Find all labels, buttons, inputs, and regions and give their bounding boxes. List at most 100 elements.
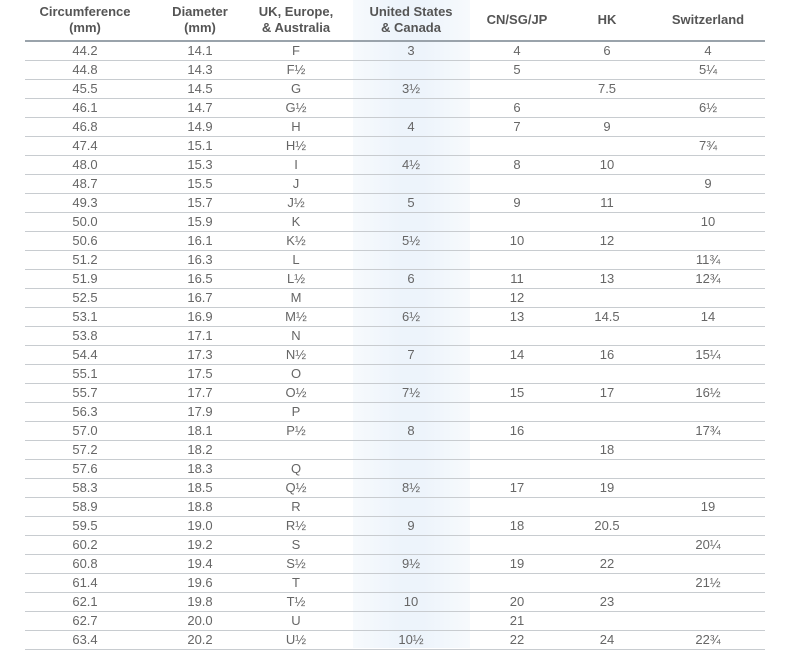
header-cn-sg-jp: CN/SG/JP [486, 12, 548, 27]
cell-uk-europe-australia: Q½ [285, 480, 307, 495]
cell-circumference: 44.8 [72, 62, 98, 77]
cell-diameter: 16.9 [187, 309, 213, 324]
cell-diameter: 14.7 [187, 100, 213, 115]
cell-hk: 11 [600, 195, 614, 210]
ring-size-table: 44.2 14.1 F 3 4 6 4 44.8 14.3 F½ 5 5¼ 45.5 14.5 G 3½ 7.5… [25, 42, 765, 650]
cell-diameter: 17.5 [187, 366, 213, 381]
cell-uk-europe-australia: H½ [285, 138, 307, 153]
cell-circumference: 60.2 [72, 537, 98, 552]
cell-circumference: 46.1 [72, 100, 98, 115]
cell-diameter: 17.7 [187, 385, 213, 400]
cell-circumference: 58.9 [72, 499, 98, 514]
cell-circumference: 55.7 [72, 385, 98, 400]
cell-uk-europe-australia: M½ [285, 309, 307, 324]
cell-circumference: 63.4 [72, 632, 98, 647]
cell-uk-europe-australia: F½ [286, 62, 306, 77]
table-row: 59.5 19.0 R½ 9 18 20.5 [25, 517, 765, 536]
table-row: 61.4 19.6 T 21½ [25, 574, 765, 593]
cell-uk-europe-australia: U [291, 613, 301, 628]
cell-uk-europe-australia: R [291, 499, 301, 514]
cell-uk-europe-australia: F [292, 43, 300, 58]
cell-hk: 19 [599, 480, 615, 495]
cell-uk-europe-australia: P [291, 404, 301, 419]
cell-hk: 9 [603, 119, 611, 134]
cell-us-canada: 4½ [401, 157, 421, 172]
table-row: 45.5 14.5 G 3½ 7.5 [25, 80, 765, 99]
cell-hk: 13 [599, 271, 615, 286]
cell-circumference: 44.2 [72, 43, 98, 58]
cell-diameter: 17.3 [187, 347, 213, 362]
cell-switzerland: 17¾ [695, 423, 721, 438]
cell-circumference: 45.5 [72, 81, 98, 96]
header-hk: HK [597, 12, 617, 27]
table-row: 55.1 17.5 O [25, 365, 765, 384]
cell-circumference: 59.5 [72, 518, 98, 533]
header-diameter: Diameter (mm) [172, 4, 228, 35]
cell-us-canada: 9 [407, 518, 415, 533]
cell-us-canada: 5 [407, 195, 415, 210]
cell-switzerland: 6½ [698, 100, 718, 115]
cell-switzerland: 14 [700, 309, 716, 324]
header-uk-europe-australia: UK, Europe, & Australia [258, 4, 334, 35]
cell-us-canada: 3 [407, 43, 415, 58]
cell-cn-sg-jp: 20 [509, 594, 525, 609]
table-row: 44.2 14.1 F 3 4 6 4 [25, 42, 765, 61]
table-header: Circumference (mm) Diameter (mm) UK, Europ… [0, 0, 787, 41]
table-row: 55.7 17.7 O½ 7½ 15 17 16½ [25, 384, 765, 403]
cell-hk: 16 [599, 347, 615, 362]
cell-uk-europe-australia: O [290, 366, 302, 381]
table-row: 47.4 15.1 H½ 7¾ [25, 137, 765, 156]
table-row: 58.9 18.8 R 19 [25, 498, 765, 517]
cell-us-canada: 10 [403, 594, 419, 609]
cell-diameter: 16.7 [187, 290, 213, 305]
cell-switzerland: 9 [704, 176, 712, 191]
cell-us-canada: 6 [407, 271, 415, 286]
cell-uk-europe-australia: J [292, 176, 300, 191]
cell-circumference: 50.0 [72, 214, 98, 229]
cell-hk: 20.5 [594, 518, 620, 533]
cell-hk: 22 [599, 556, 615, 571]
cell-uk-europe-australia: J½ [287, 195, 305, 210]
cell-circumference: 58.3 [72, 480, 98, 495]
table-row: 60.2 19.2 S 20¼ [25, 536, 765, 555]
cell-diameter: 18.8 [187, 499, 213, 514]
cell-uk-europe-australia: M [290, 290, 302, 305]
cell-cn-sg-jp: 5 [513, 62, 521, 77]
table-row: 49.3 15.7 J½ 5 9 11 [25, 194, 765, 213]
cell-switzerland: 21½ [695, 575, 721, 590]
cell-us-canada: 3½ [401, 81, 421, 96]
cell-us-canada: 8 [407, 423, 415, 438]
cell-uk-europe-australia: P½ [286, 423, 306, 438]
cell-circumference: 56.3 [72, 404, 98, 419]
cell-uk-europe-australia: T½ [286, 594, 306, 609]
cell-circumference: 54.4 [72, 347, 98, 362]
cell-us-canada: 7 [407, 347, 415, 362]
cell-switzerland: 4 [704, 43, 712, 58]
cell-cn-sg-jp: 4 [513, 43, 521, 58]
cell-cn-sg-jp: 8 [513, 157, 521, 172]
table-row: 54.4 17.3 N½ 7 14 16 15¼ [25, 346, 765, 365]
table-row: 58.3 18.5 Q½ 8½ 17 19 [25, 479, 765, 498]
cell-circumference: 53.8 [72, 328, 98, 343]
cell-uk-europe-australia: K½ [286, 233, 306, 248]
cell-circumference: 46.8 [72, 119, 98, 134]
table-row: 57.2 18.2 18 [25, 441, 765, 460]
cell-circumference: 48.0 [72, 157, 98, 172]
cell-uk-europe-australia: G½ [285, 100, 307, 115]
cell-cn-sg-jp: 21 [509, 613, 525, 628]
cell-uk-europe-australia: G [290, 81, 302, 96]
cell-circumference: 51.2 [72, 252, 98, 267]
cell-us-canada: 6½ [401, 309, 421, 324]
header-us-canada: United States & Canada [369, 4, 453, 35]
header-divider [25, 40, 765, 42]
table-row: 57.0 18.1 P½ 8 16 17¾ [25, 422, 765, 441]
table-row: 63.4 20.2 U½ 10½ 22 24 22¾ [25, 631, 765, 650]
cell-uk-europe-australia: K [291, 214, 301, 229]
cell-diameter: 19.0 [187, 518, 213, 533]
table-row: 57.6 18.3 Q [25, 460, 765, 479]
cell-uk-europe-australia: R½ [285, 518, 307, 533]
table-row: 48.0 15.3 I 4½ 8 10 [25, 156, 765, 175]
cell-switzerland: 12¾ [695, 271, 721, 286]
cell-cn-sg-jp: 18 [509, 518, 525, 533]
cell-diameter: 14.5 [187, 81, 213, 96]
